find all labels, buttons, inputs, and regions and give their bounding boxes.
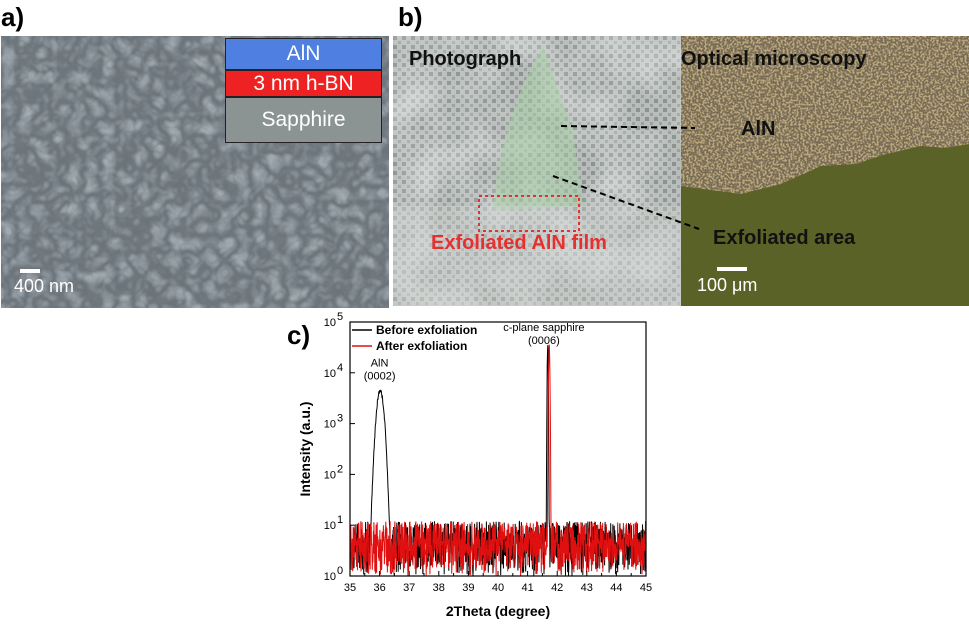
x-tick-label: 45 [640,582,652,594]
peak-annotation: AlN [371,358,389,370]
layer-hbn: 3 nm h-BN [225,70,382,97]
aln-pointer-line [560,125,696,129]
y-tick-exponent: 4 [337,362,343,374]
panel-label-b: b) [398,2,423,32]
y-tick-exponent: 5 [337,312,343,323]
peak-annotation: c-plane sapphire [503,322,584,334]
micro-texture [681,36,969,306]
y-axis-title: Intensity (a.u.) [297,402,313,497]
scale-bar-b-label: 100 μm [697,275,758,295]
panel-label-a: a) [1,2,25,32]
y-tick-exponent: 3 [337,413,343,425]
x-tick-label: 36 [373,582,385,594]
peak-annotation: (0006) [528,335,560,347]
y-tick-label: 10 [324,368,336,380]
scale-bar-a-label: 400 nm [14,276,75,296]
peak-annotation: (0002) [364,371,396,383]
x-tick-label: 42 [551,582,563,594]
layer-hbn-label: 3 nm h-BN [253,72,354,95]
exfoliated-area-label: Exfoliated area [713,227,856,249]
panel-label-c: c) [287,320,311,350]
y-tick-label: 10 [324,317,336,329]
legend-label: Before exfoliation [376,323,477,337]
x-tick-label: 39 [462,582,474,594]
photo-texture [393,36,681,306]
sem-image-panel: AlN 3 nm h-BN Sapphire 400 nm [1,36,389,308]
photograph-image: Photograph Exfoliated AlN film [393,36,681,306]
y-tick-label: 10 [324,469,336,481]
exfoliated-region [681,144,969,306]
aln-film-shape [493,46,583,211]
layer-aln: AlN [225,38,382,70]
series-line-2 [349,344,647,576]
photograph-title: Photograph [409,48,522,70]
microscopy-title: Optical microscopy [681,48,867,70]
x-tick-label: 44 [610,582,622,594]
optical-microscopy-image: Optical microscopy AlN Exfoliated area 1… [681,36,969,306]
scale-bar-a [20,269,40,273]
aln-region-label: AlN [741,118,776,140]
layer-aln-label: AlN [286,42,321,65]
x-tick-label: 41 [521,582,533,594]
y-tick-exponent: 1 [337,514,343,526]
layer-sapphire: Sapphire [225,97,382,143]
x-tick-label: 37 [403,582,415,594]
scale-bar-b [717,267,747,271]
y-tick-label: 10 [324,571,336,583]
x-tick-label: 38 [433,582,445,594]
film-highlight-box [478,195,580,232]
layer-sapphire-label: Sapphire [261,108,346,131]
y-tick-label: 10 [324,520,336,532]
y-tick-exponent: 2 [337,463,343,475]
photo-microscopy-panel: Photograph Exfoliated AlN film Optical m… [393,36,969,306]
y-tick-exponent: 0 [337,565,343,577]
exfoliated-pointer-line [552,175,700,230]
exfoliated-film-label: Exfoliated AlN film [431,232,607,254]
x-tick-label: 35 [344,582,356,594]
legend-label: After exfoliation [376,339,467,353]
x-tick-label: 43 [581,582,593,594]
pointer-lines [552,125,700,230]
y-tick-label: 10 [324,419,336,431]
x-axis-title: 2Theta (degree) [446,603,550,619]
x-tick-label: 40 [492,582,504,594]
